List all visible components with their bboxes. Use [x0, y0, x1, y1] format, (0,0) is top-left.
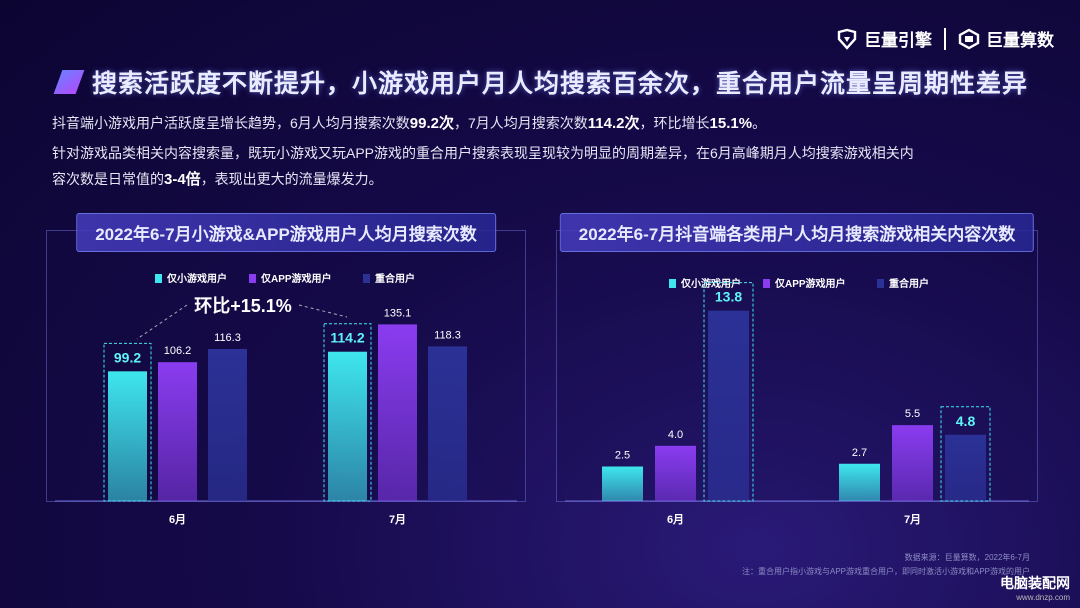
desc-text: ，表现出更大的流量爆发力。	[200, 171, 383, 187]
logo-bar: 巨量引擎 巨量算数	[836, 26, 1054, 51]
logo-juliang-engine: 巨量引擎	[836, 26, 932, 51]
page-title: 搜索活跃度不断提升，小游戏用户月人均搜索百余次，重合用户流量呈周期性差异	[92, 70, 1029, 98]
data-label: 135.1	[384, 307, 412, 319]
legend-swatch	[763, 279, 770, 288]
legend-label: 重合用户	[889, 277, 929, 290]
title-accent-icon	[53, 70, 85, 94]
legend-swatch	[155, 274, 162, 283]
legend-label: 仅APP游戏用户	[260, 272, 332, 285]
watermark: 电脑装配网 www.dnzp.com	[1000, 573, 1070, 602]
desc-highlight: 114.2次	[587, 115, 640, 132]
bar	[602, 466, 643, 501]
legend-swatch	[669, 279, 676, 288]
chart-panel-searches: 2022年6-7月小游戏&APP游戏用户人均月搜索次数 仅小游戏用户 仅APP游戏…	[46, 213, 526, 526]
desc-text: 。	[752, 115, 767, 131]
growth-annotation: 环比+15.1%	[194, 296, 292, 316]
chart-2-svg: 仅小游戏用户 仅APP游戏用户 重合用户 6月 2.5 4.0 13.8 7月 2.7 5.5 4.…	[565, 277, 1029, 526]
overlap-user-note: 注：重合用户指小游戏与APP游戏重合用户，即同时激活小游戏和APP游戏的用户	[741, 567, 1030, 576]
bar	[108, 371, 147, 501]
bar	[892, 425, 933, 501]
description-line-3: 容次数是日常值的3-4倍，表现出更大的流量爆发力。	[52, 166, 1050, 193]
legend-label: 仅APP游戏用户	[774, 277, 846, 290]
x-tick-label: 7月	[389, 513, 406, 526]
description-line-1: 抖音端小游戏用户活跃度呈增长趋势，6月人均月搜索次数99.2次，7月人均月搜索次…	[52, 110, 1050, 137]
logo-divider	[944, 27, 946, 50]
bar	[839, 463, 880, 501]
legend-swatch	[363, 274, 370, 283]
annotation-connector	[136, 304, 188, 340]
legend-swatch	[877, 279, 884, 288]
bar	[208, 348, 247, 501]
data-label: 2.5	[615, 450, 630, 462]
watermark-url: www.dnzp.com	[1016, 593, 1070, 602]
highlight-box	[703, 282, 754, 502]
data-label: 99.2	[114, 349, 141, 365]
x-tick-label: 6月	[667, 513, 684, 526]
desc-text: ，环比增长	[639, 115, 710, 131]
data-label: 106.2	[164, 345, 192, 357]
legend-label: 重合用户	[375, 272, 415, 285]
description-line-2: 针对游戏品类相关内容搜索量，既玩小游戏又玩APP游戏的重合用户搜索表现呈现较为明…	[52, 145, 914, 161]
logo-juliang-suanshu: 巨量算数	[958, 26, 1054, 51]
chart-2-title: 2022年6-7月抖音端各类用户人均月搜索游戏相关内容次数	[559, 213, 1035, 252]
legend-swatch	[249, 274, 256, 283]
data-label: 5.5	[905, 408, 920, 420]
bar	[945, 434, 986, 501]
bar	[378, 324, 417, 501]
bar	[708, 310, 749, 501]
data-label: 116.3	[214, 332, 241, 344]
chart-1-title: 2022年6-7月小游戏&APP游戏用户人均月搜索次数	[76, 213, 496, 252]
data-label: 13.8	[715, 289, 742, 305]
legend-label: 仅小游戏用户	[166, 272, 227, 285]
bar	[428, 346, 467, 501]
desc-text: 抖音端小游戏用户活跃度呈增长趋势，6月人均月搜索次数	[52, 115, 410, 131]
desc-text: 容次数是日常值的	[52, 171, 164, 187]
chart-1-svg: 仅小游戏用户 仅APP游戏用户 重合用户 6月 99.2 106.2 116.3 7月 114.…	[55, 272, 517, 526]
bar	[328, 351, 367, 501]
annotation-connector	[298, 304, 348, 318]
highlight-box	[103, 342, 152, 502]
data-label: 118.3	[434, 329, 461, 341]
watermark-title: 电脑装配网	[1000, 575, 1070, 591]
data-source-note: 数据来源：巨量算数，2022年6-7月	[904, 553, 1030, 562]
highlight-box	[323, 323, 372, 502]
x-tick-label: 7月	[904, 513, 921, 526]
data-label: 4.0	[668, 429, 683, 441]
logo-left-text: 巨量引擎	[864, 31, 932, 50]
desc-highlight: 3-4倍	[164, 171, 201, 188]
desc-highlight: 15.1%	[709, 115, 753, 132]
highlight-box	[940, 406, 991, 502]
suanshu-logo-icon	[958, 28, 980, 49]
desc-text: ，7月人均月搜索次数	[454, 115, 588, 131]
x-tick-label: 6月	[169, 513, 186, 526]
data-label: 4.8	[956, 413, 976, 429]
engine-logo-icon	[837, 28, 857, 50]
legend-label: 仅小游戏用户	[680, 277, 741, 290]
chart-panel-game-content: 2022年6-7月抖音端各类用户人均月搜索游戏相关内容次数 仅小游戏用户 仅APP…	[556, 213, 1038, 526]
desc-highlight: 99.2次	[409, 115, 454, 132]
data-label: 114.2	[330, 330, 364, 346]
data-label: 2.7	[852, 447, 867, 459]
bar	[158, 362, 197, 501]
logo-right-text: 巨量算数	[986, 31, 1054, 50]
bar	[655, 445, 696, 501]
